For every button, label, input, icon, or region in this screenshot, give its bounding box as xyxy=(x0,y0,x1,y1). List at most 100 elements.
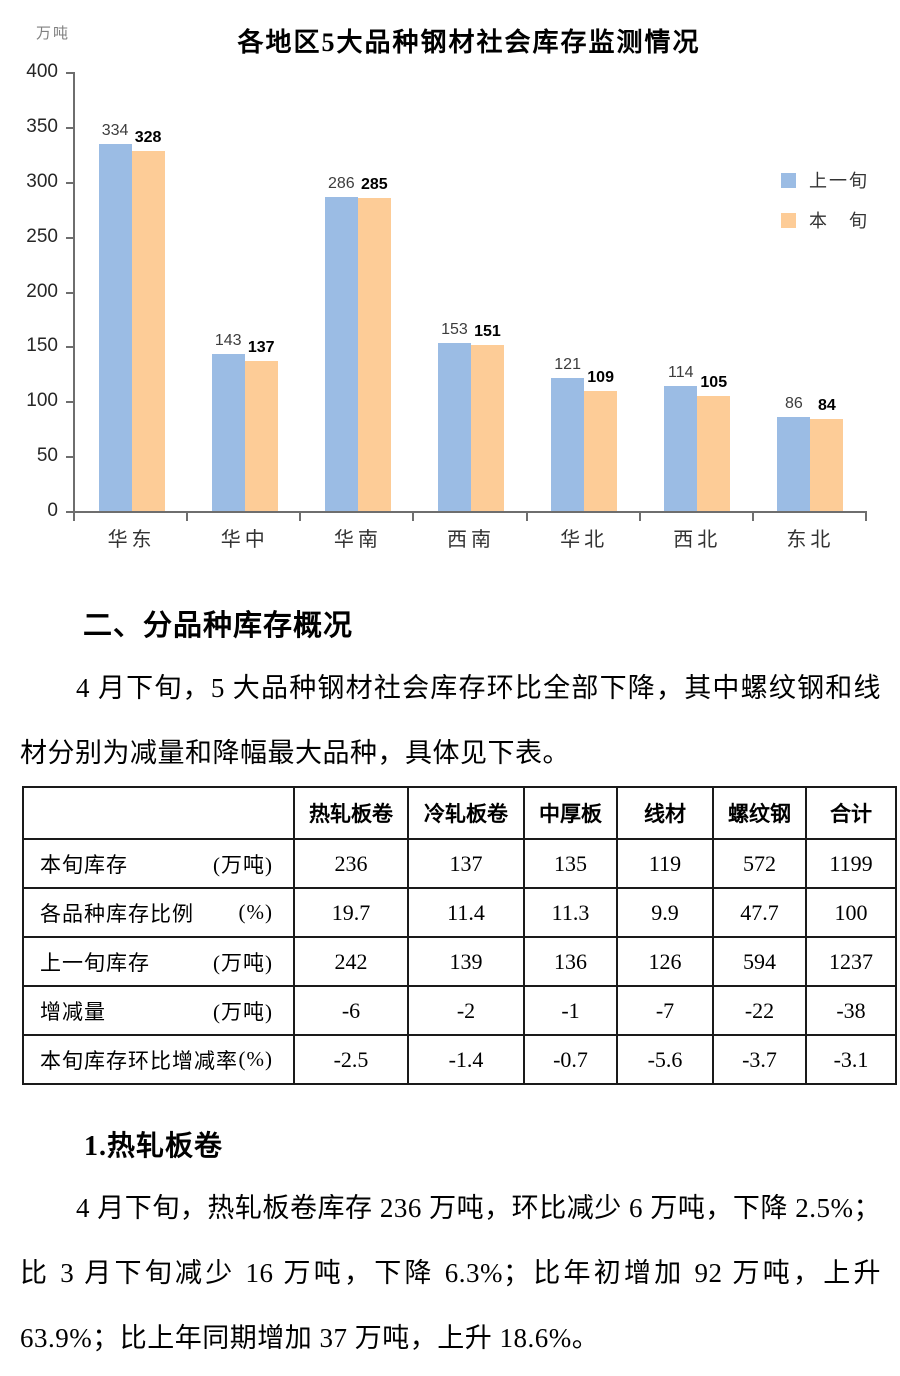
table-header-cell xyxy=(22,786,295,840)
y-axis-tick xyxy=(66,126,73,129)
chart-legend: 上一旬本 旬 xyxy=(781,167,869,233)
table-header-cell: 线材 xyxy=(616,786,714,840)
value-cell: 126 xyxy=(616,936,714,987)
table-header-cell: 冷轧板卷 xyxy=(407,786,525,840)
value-cell: 1237 xyxy=(805,936,897,987)
value-cell: -5.6 xyxy=(616,1034,714,1085)
row-label-inner: 增减量 (万吨) xyxy=(24,996,293,1026)
value-cell: -3.7 xyxy=(712,1034,807,1085)
bar-value-label: 334 xyxy=(101,122,129,140)
value-cell: -2 xyxy=(407,985,525,1036)
x-axis-line xyxy=(73,511,867,513)
row-label: 本旬库存环比增减率 xyxy=(40,1048,238,1073)
bar xyxy=(697,395,731,511)
y-axis-tick xyxy=(66,511,73,513)
bar xyxy=(664,385,698,511)
bar-value-label: 105 xyxy=(700,373,728,391)
bar-with-label: 86 xyxy=(777,394,811,511)
row-label: 本旬库存 xyxy=(40,852,128,877)
legend-item: 上一旬 xyxy=(781,167,869,193)
row-unit: (万吨) xyxy=(213,999,273,1024)
bar-value-label: 114 xyxy=(668,363,694,381)
category-label: 西北 xyxy=(673,529,722,551)
bar-value-label: 153 xyxy=(441,321,468,339)
bar-with-label: 285 xyxy=(357,176,391,511)
x-axis-tick xyxy=(299,513,302,521)
bar-with-label: 151 xyxy=(470,323,504,511)
bar xyxy=(810,418,844,511)
bar-with-label: 109 xyxy=(584,369,618,511)
y-axis-tick-label: 250 xyxy=(26,225,58,247)
y-axis-tick-label: 300 xyxy=(26,170,58,192)
table-header-cell: 热轧板卷 xyxy=(293,786,409,840)
inventory-table: 热轧板卷 冷轧板卷 中厚板 线材 螺纹钢 合计 本旬库存 (万吨) 236 137 135 119 57… xyxy=(22,786,897,1085)
bar-with-label: 114 xyxy=(664,363,698,511)
y-axis-tick xyxy=(66,72,73,74)
bar-value-label: 86 xyxy=(785,394,803,412)
bar-value-label: 285 xyxy=(360,176,388,194)
y-axis-unit-label: 万吨 xyxy=(36,26,71,42)
row-label-inner: 本旬库存环比增减率 (%) xyxy=(24,1045,293,1075)
bar xyxy=(551,378,585,511)
row-label-cell: 各品种库存比例 (%) xyxy=(22,887,295,938)
value-cell: -38 xyxy=(805,985,897,1036)
row-label-inner: 各品种库存比例 (%) xyxy=(24,898,293,928)
value-cell: -0.7 xyxy=(523,1034,618,1085)
bar-value-label: 143 xyxy=(214,332,242,350)
row-unit: (万吨) xyxy=(213,852,273,877)
x-axis-tick xyxy=(73,513,75,521)
value-cell: -22 xyxy=(712,985,807,1036)
bar xyxy=(777,416,811,511)
y-axis-tick xyxy=(66,401,73,404)
bar-group: 334 328 xyxy=(75,72,188,511)
row-label-cell: 增减量 (万吨) xyxy=(22,985,295,1036)
value-cell: 100 xyxy=(805,887,897,938)
bar-group: 286 285 xyxy=(301,72,414,511)
table-header-cell: 合计 xyxy=(805,786,897,840)
table-header-cell: 中厚板 xyxy=(523,786,618,840)
value-cell: -7 xyxy=(616,985,714,1036)
legend-item: 本 旬 xyxy=(781,207,869,233)
bar-value-label: 121 xyxy=(554,356,581,374)
row-label: 上一旬库存 xyxy=(40,950,150,975)
bar-with-label: 84 xyxy=(810,396,844,511)
legend-label: 上一旬 xyxy=(809,171,869,191)
value-cell: 572 xyxy=(712,838,807,889)
y-axis-tick-label: 400 xyxy=(26,61,58,82)
table-row: 本旬库存环比增减率 (%) -2.5 -1.4 -0.7 -5.6 -3.7 -3.1 xyxy=(22,1034,897,1085)
row-label: 各品种库存比例 xyxy=(40,901,194,926)
legend-label: 本 旬 xyxy=(809,211,869,231)
bar xyxy=(324,197,358,511)
bar-value-label: 84 xyxy=(818,396,836,414)
y-axis-tick xyxy=(66,291,73,294)
value-cell: 135 xyxy=(523,838,618,889)
y-axis-tick xyxy=(66,456,73,459)
bar-group: 153 151 xyxy=(414,72,527,511)
bar-with-label: 286 xyxy=(324,175,358,511)
value-cell: 242 xyxy=(293,936,409,987)
row-label-inner: 上一旬库存 (万吨) xyxy=(24,947,293,977)
bar-with-label: 143 xyxy=(211,332,245,511)
y-axis-tick-label: 350 xyxy=(26,115,58,137)
bar xyxy=(357,198,391,511)
row-unit: (万吨) xyxy=(213,950,273,975)
value-cell: 11.4 xyxy=(407,887,525,938)
y-axis-tick-label: 200 xyxy=(26,280,58,302)
bar-value-label: 286 xyxy=(327,175,355,193)
y-axis-tick xyxy=(66,346,73,349)
y-axis-tick xyxy=(66,181,73,184)
bar-value-label: 109 xyxy=(587,369,614,387)
bar-with-label: 334 xyxy=(98,122,132,511)
value-cell: -2.5 xyxy=(293,1034,409,1085)
value-cell: 47.7 xyxy=(712,887,807,938)
bar-with-label: 153 xyxy=(437,321,471,511)
value-cell: 137 xyxy=(407,838,525,889)
x-axis-tick xyxy=(186,513,189,521)
bar xyxy=(437,343,471,511)
y-axis-tick-label: 100 xyxy=(26,390,58,412)
row-label-cell: 本旬库存 (万吨) xyxy=(22,838,295,889)
bar-with-label: 121 xyxy=(551,356,585,511)
value-cell: 11.3 xyxy=(523,887,618,938)
x-axis-tick xyxy=(525,513,528,521)
